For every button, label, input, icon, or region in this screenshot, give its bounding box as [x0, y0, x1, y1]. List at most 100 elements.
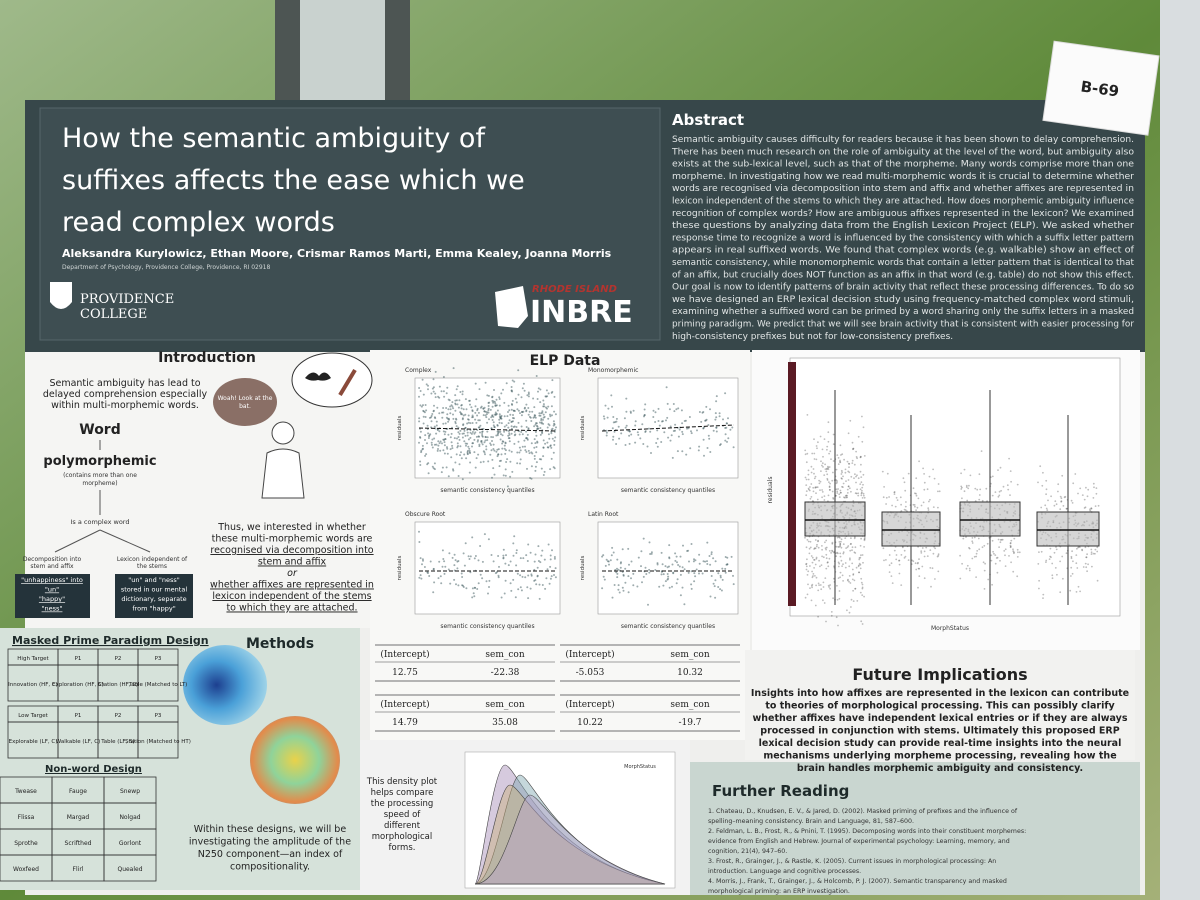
scatter-dot: [668, 544, 671, 547]
box-dot: [828, 486, 831, 489]
box-dot: [905, 501, 907, 503]
box-dot: [1040, 550, 1043, 553]
box-dot: [847, 470, 850, 473]
scatter-dot: [525, 419, 528, 422]
box-dot: [812, 573, 815, 575]
scatter-dot: [612, 551, 615, 554]
scatter-dot: [480, 405, 483, 408]
scatter-dot: [462, 424, 465, 427]
axis-label: residuals: [767, 477, 774, 504]
box-dot: [839, 544, 841, 547]
box-dot: [822, 556, 825, 559]
scatter-dot: [612, 435, 615, 438]
scatter-dot: [469, 436, 472, 439]
scatter-dot: [456, 442, 459, 445]
scatter-dot: [654, 569, 657, 571]
scatter-dot: [492, 400, 495, 403]
scatter-dot: [459, 411, 462, 414]
abstract-line: exists at the sub-lexical level, such as…: [672, 160, 1134, 170]
box-dot: [808, 552, 811, 555]
box-dot: [1086, 495, 1089, 498]
box-dot: [828, 485, 831, 488]
scatter-dot: [446, 413, 449, 416]
scatter-dot: [535, 434, 538, 437]
box-dot: [820, 588, 823, 591]
scatter-dot: [421, 444, 424, 447]
box-dot: [859, 567, 862, 570]
box-dot: [804, 449, 807, 452]
box-dot: [857, 477, 860, 480]
box-dot: [860, 494, 863, 497]
box-dot: [994, 562, 997, 565]
box-dot: [815, 545, 818, 548]
box-dot: [920, 552, 923, 554]
scatter-dot: [471, 422, 474, 424]
scatter-dot: [432, 568, 435, 571]
design-cell: Station (Matched to HT): [125, 739, 191, 745]
scatter-dot: [464, 434, 467, 437]
box-dot: [831, 550, 834, 553]
box-dot: [809, 486, 811, 488]
box-dot: [815, 486, 818, 489]
scatter-dot: [693, 558, 695, 561]
box-dot: [1077, 492, 1079, 495]
abstract-line: response time to recognize a word is inf…: [672, 233, 1134, 243]
box-dot: [915, 494, 918, 497]
scatter-dot: [445, 466, 448, 469]
box-dot: [1064, 495, 1067, 498]
scatter-dot: [700, 420, 703, 423]
box-dot: [821, 489, 823, 491]
box-dot: [821, 491, 824, 493]
box-dot: [986, 542, 989, 545]
box-dot: [1003, 550, 1006, 552]
scatter-dot: [428, 434, 431, 437]
scatter-dot: [442, 407, 445, 409]
scatter-dot: [668, 586, 671, 589]
scatter-dot: [418, 387, 421, 389]
scatter-dot: [618, 437, 621, 440]
intro-question: to which they are attached.: [226, 603, 357, 614]
box-dot: [811, 570, 813, 573]
scatter-dot: [650, 452, 652, 454]
box-dot: [826, 467, 828, 470]
box-dot: [1013, 551, 1015, 554]
scatter-dot: [463, 440, 466, 443]
section-heading: Methods: [246, 636, 314, 652]
scatter-dot: [658, 585, 661, 588]
box-dot: [824, 577, 827, 579]
scatter-dot: [616, 558, 619, 561]
scatter-dot: [664, 580, 667, 583]
box-dot: [863, 536, 866, 539]
scatter-dot: [438, 442, 441, 445]
box-dot: [813, 547, 816, 550]
box-dot: [890, 575, 893, 577]
box-dot: [920, 504, 923, 507]
scatter-dot: [614, 421, 617, 424]
scatter-dot: [665, 386, 668, 389]
box-dot: [1000, 538, 1003, 541]
scatter-dot: [712, 557, 715, 560]
box-dot: [808, 547, 811, 550]
scatter-dot: [519, 574, 522, 577]
box-dot: [828, 481, 830, 483]
scatter-dot: [464, 413, 467, 416]
scatter-dot: [664, 565, 667, 568]
scatter-dot: [553, 439, 556, 442]
scatter-dot: [513, 430, 516, 433]
scatter-dot: [527, 449, 530, 452]
box-dot: [1094, 548, 1097, 551]
scatter-dot: [628, 434, 631, 437]
box-dot: [838, 546, 840, 548]
scatter-dot: [449, 412, 452, 415]
box-dot: [1059, 560, 1061, 563]
box-dot: [831, 542, 834, 545]
box-dot: [974, 487, 977, 490]
box-dot: [923, 473, 925, 475]
scatter-dot: [483, 406, 486, 409]
scatter-dot: [544, 587, 547, 590]
scatter-dot: [620, 561, 622, 564]
scatter-dot: [548, 424, 551, 427]
box-dot: [824, 463, 826, 466]
scatter-dot: [615, 417, 618, 420]
scatter-dot: [430, 441, 433, 444]
